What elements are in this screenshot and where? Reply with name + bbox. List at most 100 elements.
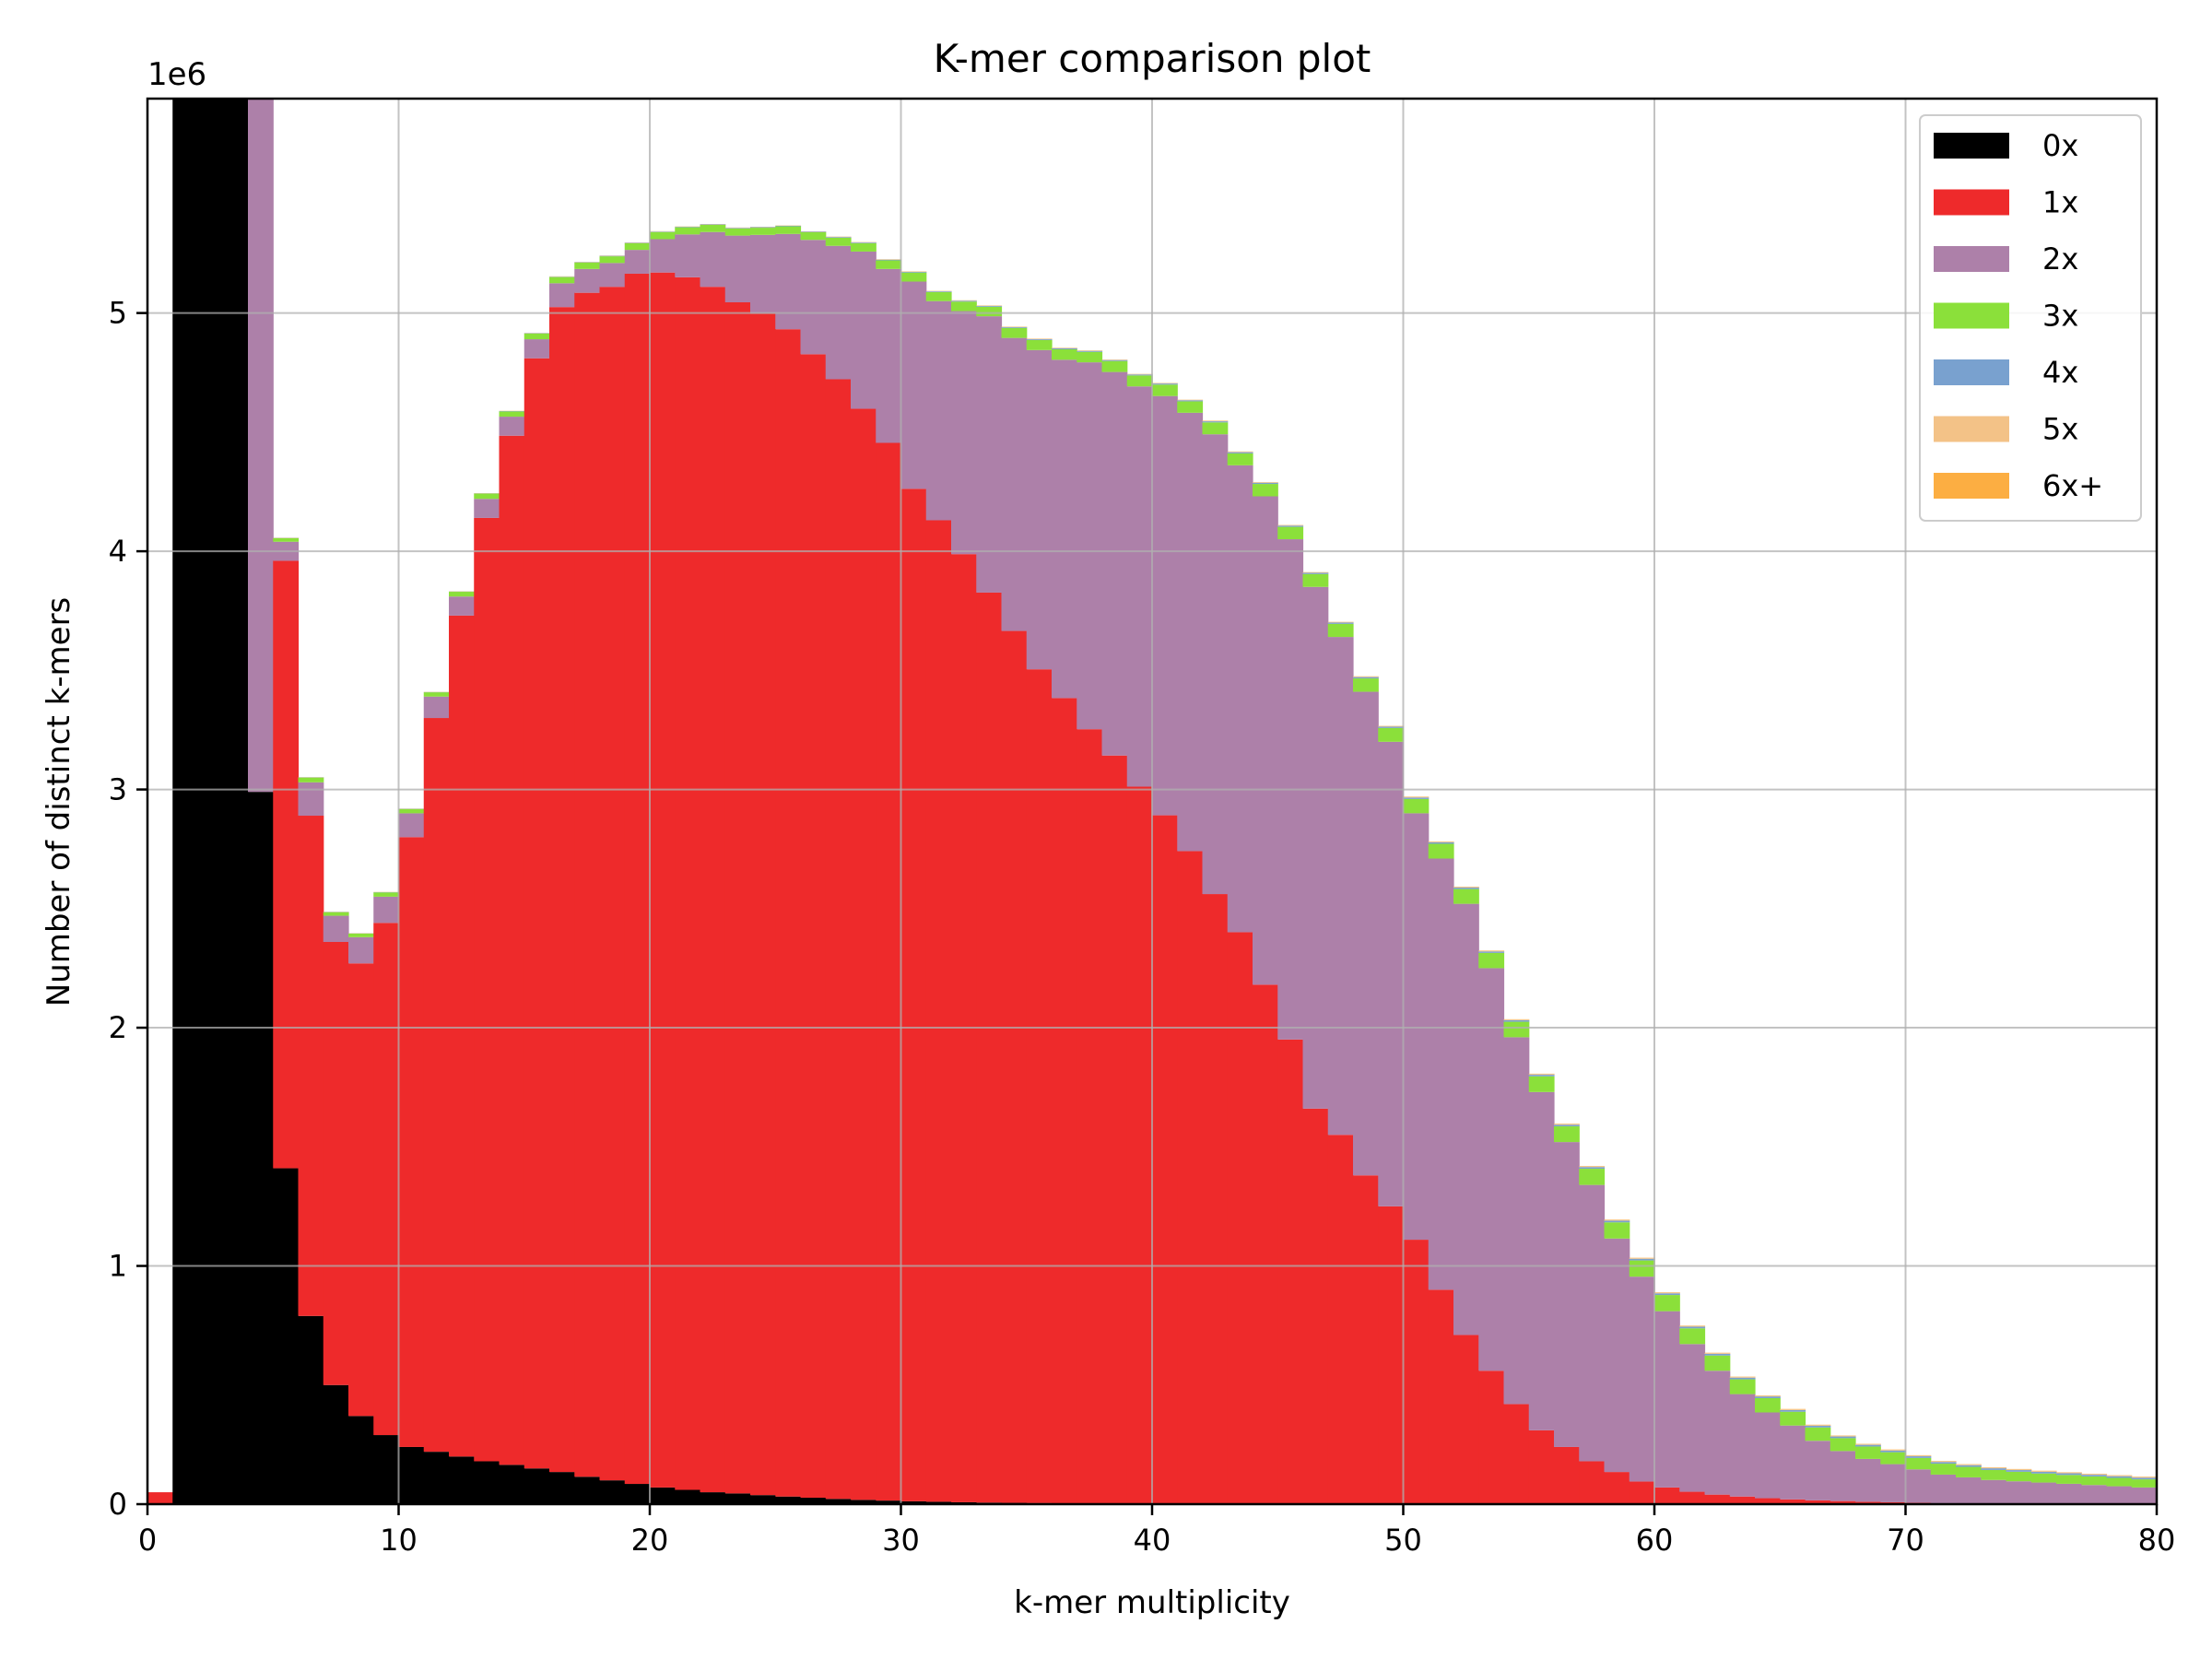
bar-1x-10 — [398, 837, 425, 1447]
bar-0x-20 — [650, 1487, 676, 1504]
bar-2x-14 — [499, 417, 525, 436]
legend-label-4x: 4x — [2042, 355, 2078, 390]
bar-3x-44 — [1253, 484, 1278, 497]
bar-3x-57 — [1579, 1169, 1606, 1185]
bar-0x-24 — [750, 1495, 776, 1504]
bar-4x-68 — [1855, 1444, 1881, 1447]
bar-4x-67 — [1830, 1436, 1856, 1439]
bar-1x-53 — [1478, 1371, 1505, 1504]
bar-2x-68 — [1855, 1458, 1881, 1502]
bar-1x-66 — [1805, 1500, 1831, 1504]
bar-2x-49 — [1378, 741, 1405, 1206]
legend-swatch-2x — [1934, 246, 2009, 272]
x-tick-label: 20 — [631, 1523, 669, 1558]
bar-1x-30 — [900, 488, 927, 1501]
bar-3x-13 — [474, 493, 500, 500]
bar-0x-18 — [599, 1480, 626, 1504]
bar-5x-50 — [1403, 796, 1430, 798]
bar-2x-22 — [700, 231, 726, 288]
bar-5x-58 — [1604, 1219, 1630, 1221]
bar-2x-53 — [1478, 968, 1505, 1371]
bar-0x-3 — [222, 99, 249, 1504]
bar-2x-6 — [298, 782, 324, 817]
bar-3x-41 — [1177, 401, 1204, 413]
bar-3x-59 — [1629, 1260, 1655, 1277]
bar-layer — [147, 99, 2158, 1504]
bar-1x-17 — [574, 292, 601, 1477]
bar-5x-55 — [1528, 1074, 1555, 1076]
bar-5x-71 — [1930, 1461, 1957, 1463]
bar-3x-33 — [976, 306, 1003, 317]
bar-4x-42 — [1202, 421, 1229, 423]
bar-1x-0 — [147, 1492, 173, 1504]
bar-5x-64 — [1755, 1395, 1781, 1397]
bar-2x-16 — [549, 283, 575, 308]
bar-3x-50 — [1403, 798, 1430, 814]
bar-2x-77 — [2081, 1485, 2108, 1504]
bar-4x-62 — [1704, 1353, 1731, 1356]
bar-5x-35 — [1026, 338, 1053, 340]
bar-1x-44 — [1253, 984, 1278, 1504]
bar-5x-37 — [1077, 350, 1103, 351]
bar-4x-45 — [1277, 525, 1304, 527]
bar-2x-37 — [1077, 362, 1103, 730]
bar-1x-64 — [1755, 1498, 1781, 1504]
bar-3x-47 — [1327, 623, 1354, 638]
bar-0x-6 — [298, 1315, 324, 1504]
bar-4x-18 — [599, 255, 626, 257]
bar-5x-57 — [1579, 1166, 1606, 1168]
bar-5x-63 — [1729, 1376, 1756, 1378]
bar-4x-27 — [825, 237, 852, 238]
x-tick-label: 0 — [138, 1523, 157, 1558]
bar-0x-27 — [825, 1499, 852, 1504]
bar-4x-35 — [1026, 339, 1053, 340]
bar-5x-40 — [1152, 382, 1178, 384]
bar-4x-79 — [2131, 1477, 2158, 1480]
legend-swatch-0x — [1934, 133, 2009, 159]
bar-1x-40 — [1152, 815, 1178, 1504]
bar-0x-23 — [724, 1493, 751, 1504]
bar-1x-58 — [1604, 1472, 1630, 1504]
bar-4x-33 — [976, 305, 1003, 307]
bar-4x-28 — [851, 242, 877, 243]
legend-label-0x: 0x — [2042, 128, 2078, 163]
bar-2x-15 — [524, 339, 550, 359]
bar-5x-47 — [1327, 621, 1354, 623]
bar-5x-49 — [1378, 725, 1405, 727]
bar-1x-21 — [675, 276, 701, 1490]
bar-3x-24 — [750, 228, 776, 235]
y-tick-label: 4 — [109, 534, 127, 569]
bar-4x-77 — [2081, 1475, 2108, 1477]
bar-4x-25 — [775, 225, 802, 227]
bar-3x-73 — [1981, 1469, 2007, 1480]
bar-2x-41 — [1177, 412, 1204, 852]
bar-2x-18 — [599, 263, 626, 288]
bar-5x-76 — [2056, 1472, 2082, 1474]
bar-5x-41 — [1177, 399, 1204, 401]
bar-3x-64 — [1755, 1397, 1781, 1413]
bar-3x-69 — [1880, 1452, 1907, 1465]
legend-swatch-6x+ — [1934, 473, 2009, 499]
bar-1x-52 — [1453, 1335, 1479, 1504]
bar-2x-56 — [1554, 1142, 1580, 1447]
bar-0x-25 — [775, 1496, 802, 1504]
bar-3x-27 — [825, 237, 852, 246]
bar-2x-4 — [248, 99, 274, 793]
bar-2x-19 — [624, 250, 651, 274]
bar-3x-61 — [1679, 1328, 1706, 1345]
bar-4x-29 — [876, 259, 902, 261]
bar-4x-50 — [1403, 797, 1430, 799]
bar-2x-13 — [474, 499, 500, 518]
y-tick-label: 3 — [109, 772, 127, 807]
bar-2x-42 — [1202, 434, 1229, 895]
bar-1x-31 — [925, 520, 952, 1502]
bar-1x-39 — [1126, 786, 1153, 1504]
bar-4x-58 — [1604, 1220, 1630, 1223]
bar-1x-46 — [1302, 1108, 1329, 1504]
x-tick-label: 10 — [380, 1523, 418, 1558]
bar-5x-43 — [1227, 451, 1253, 453]
bar-5x-75 — [2030, 1471, 2057, 1472]
bar-5x-46 — [1302, 571, 1329, 573]
legend-swatch-4x — [1934, 359, 2009, 385]
